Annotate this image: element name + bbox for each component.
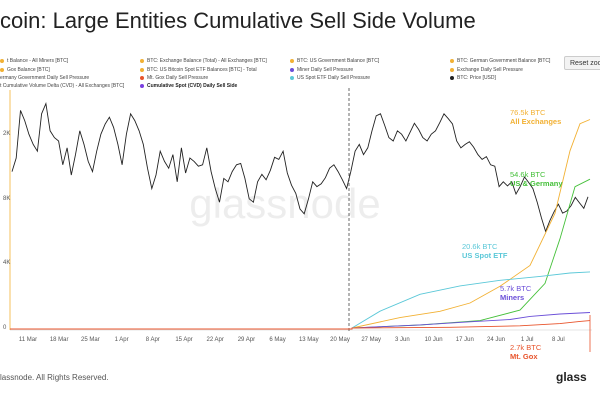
legend-label: BTC: US Government Balance [BTC] [297,58,380,64]
price-series-line [11,101,589,233]
legend-swatch-icon [450,75,454,80]
legend-label: t Cumulative Volume Delta (CVD) - All Ex… [0,83,125,89]
cumulative-series-line [10,320,591,330]
x-tick-label: 25 Mar [81,337,100,343]
x-tick-label: 18 Mar [50,337,69,343]
legend-label: BTC: Exchange Balance (Total) - All Exch… [147,58,267,64]
annotation-value: 2.7k BTC [510,343,542,352]
y-tick-label: 0 [3,325,7,331]
legend-item[interactable]: Gox Balance [BTC] [0,66,50,74]
x-tick-label: 29 Apr [238,337,255,343]
legend-label: US Spot ETF Daily Sell Pressure [297,75,371,81]
legend-label: Exchange Daily Sell Pressure [457,67,523,73]
legend-label: BTC: US Bitcoin Spot ETF Balances [BTC] … [147,67,257,73]
legend-item[interactable]: BTC: Price [USD] [450,74,496,82]
legend-label: ermany Government Daily Sell Pressure [0,75,90,81]
legend-swatch-icon [450,67,454,72]
annotation-value: 5.7k BTC [500,284,532,293]
legend-item[interactable]: Cumulative Spot (CVD) Daily Sell Side [140,82,237,90]
legend-swatch-icon [140,83,144,88]
x-tick-label: 24 Jun [487,337,505,343]
x-tick-label: 3 Jun [395,337,410,343]
x-tick-label: 1 Apr [115,337,129,343]
reset-zoom-button[interactable]: Reset zoom [564,56,600,70]
annotation-value: 20.6k BTC [462,242,498,251]
x-tick-label: 13 May [299,337,319,343]
legend-swatch-icon [0,58,4,63]
x-tick-label: 1 Jul [521,337,534,343]
legend-swatch-icon [290,75,294,80]
legend-item[interactable]: Mt. Gox Daily Sell Pressure [140,74,208,82]
watermark: glassnode [189,180,380,227]
legend-swatch-icon [140,67,144,72]
legend-label: t Balance - All Miners [BTC] [7,58,69,64]
x-tick-label: 8 Apr [146,337,160,343]
legend-item[interactable]: BTC: Exchange Balance (Total) - All Exch… [140,57,267,65]
brand-logo: glass [556,370,587,384]
x-tick-label: 20 May [330,337,350,343]
footer-copyright: lassnode. All Rights Reserved. [0,373,109,382]
legend-item[interactable]: Exchange Daily Sell Pressure [450,66,523,74]
annotation-label: Miners [500,293,524,302]
legend-swatch-icon [140,75,144,80]
legend-label: Cumulative Spot (CVD) Daily Sell Side [147,83,238,89]
chart-title: coin: Large Entities Cumulative Sell Sid… [0,8,476,33]
legend-item[interactable]: BTC: US Government Balance [BTC] [290,57,379,65]
legend-label: Miner Daily Sell Pressure [297,67,354,73]
legend-item[interactable]: ermany Government Daily Sell Pressure [0,74,89,82]
x-tick-label: 27 May [361,337,381,343]
legend-swatch-icon [290,58,294,63]
annotation-value: 54.6k BTC [510,170,546,179]
annotation-label: All Exchanges [510,117,561,126]
legend-label: BTC: Price [USD] [457,75,496,81]
annotation-label: US & Germany [510,179,563,188]
legend-swatch-icon [140,58,144,63]
legend-item[interactable]: US Spot ETF Daily Sell Pressure [290,74,370,82]
legend-label: Gox Balance [BTC] [7,67,50,73]
y-tick-label: 2K [3,131,10,137]
x-tick-label: 10 Jun [425,337,443,343]
x-tick-label: 17 Jun [456,337,474,343]
x-tick-label: 15 Apr [175,337,192,343]
legend-item[interactable]: BTC: US Bitcoin Spot ETF Balances [BTC] … [140,66,257,74]
legend-item[interactable]: t Cumulative Volume Delta (CVD) - All Ex… [0,82,124,90]
legend-item[interactable]: BTC: German Government Balance [BTC] [450,57,550,65]
legend-item[interactable]: t Balance - All Miners [BTC] [0,57,68,65]
x-tick-label: 22 Apr [207,337,224,343]
legend-label: Mt. Gox Daily Sell Pressure [147,75,209,81]
x-tick-label: 11 Mar [19,337,37,343]
x-tick-label: 6 May [269,337,285,343]
x-tick-label: 8 Jul [552,337,565,343]
legend-swatch-icon [290,67,294,72]
legend-item[interactable]: Miner Daily Sell Pressure [290,66,353,74]
annotation-label: Mt. Gox [510,352,538,361]
annotation-value: 76.5k BTC [510,108,546,117]
y-tick-label: 4K [3,260,10,266]
legend-swatch-icon [0,67,4,72]
y-tick-label: 8K [3,196,10,202]
annotation-label: US Spot ETF [462,251,508,260]
legend-swatch-icon [450,58,454,63]
legend-label: BTC: German Government Balance [BTC] [457,58,551,64]
